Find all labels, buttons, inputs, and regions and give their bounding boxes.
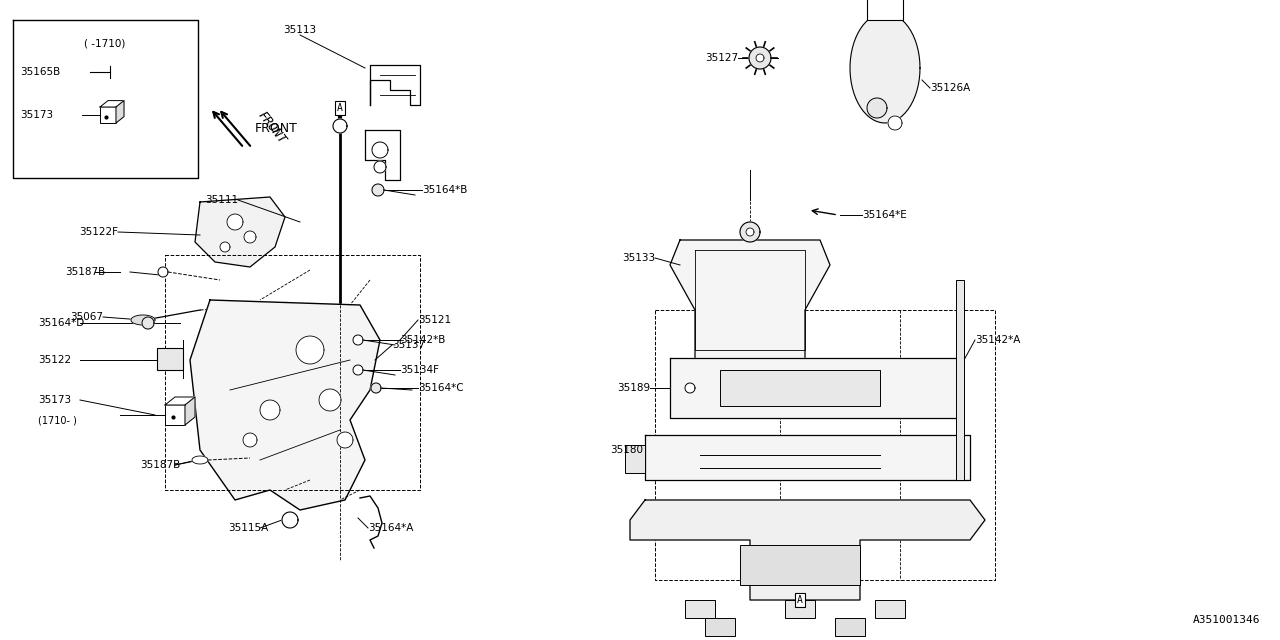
Polygon shape (157, 267, 168, 277)
Polygon shape (867, 98, 887, 118)
Polygon shape (282, 512, 298, 528)
Polygon shape (319, 389, 340, 411)
Bar (876, 600, 905, 618)
Polygon shape (192, 456, 207, 464)
Bar (956, 280, 964, 480)
Text: 35187B: 35187B (140, 460, 180, 470)
Polygon shape (142, 317, 154, 329)
Bar (685, 600, 716, 618)
Text: 35113: 35113 (283, 25, 316, 35)
Polygon shape (630, 500, 986, 600)
Polygon shape (353, 335, 364, 345)
Polygon shape (740, 222, 760, 242)
Text: (1710- ): (1710- ) (38, 415, 77, 425)
FancyBboxPatch shape (157, 348, 183, 370)
Polygon shape (372, 142, 388, 158)
Bar (719, 370, 881, 406)
Text: 35126A: 35126A (931, 83, 970, 93)
Polygon shape (189, 300, 380, 510)
Polygon shape (220, 242, 230, 252)
Polygon shape (371, 383, 381, 393)
Polygon shape (296, 336, 324, 364)
Text: 35142*A: 35142*A (975, 335, 1020, 345)
Polygon shape (333, 119, 347, 133)
Polygon shape (749, 47, 771, 69)
Polygon shape (374, 161, 387, 173)
Polygon shape (645, 435, 970, 480)
Bar (867, 0, 902, 20)
Text: 35187B: 35187B (65, 267, 105, 277)
Polygon shape (685, 383, 695, 393)
Text: A351001346: A351001346 (1193, 615, 1260, 625)
Polygon shape (746, 228, 754, 236)
Bar (785, 600, 815, 618)
Bar (835, 618, 865, 636)
Polygon shape (756, 54, 764, 62)
Text: 35127: 35127 (705, 53, 739, 63)
Text: 35121: 35121 (419, 315, 451, 325)
Text: 35164*D: 35164*D (38, 318, 84, 328)
Polygon shape (365, 130, 399, 180)
Text: 35111: 35111 (205, 195, 238, 205)
Polygon shape (100, 100, 124, 107)
Text: 35180: 35180 (611, 445, 643, 455)
Polygon shape (370, 65, 420, 105)
Text: 35173: 35173 (38, 395, 72, 405)
Polygon shape (165, 397, 195, 405)
Polygon shape (353, 365, 364, 375)
Polygon shape (243, 433, 257, 447)
Polygon shape (227, 214, 243, 230)
Polygon shape (195, 197, 285, 267)
Bar (100, 107, 116, 123)
Text: 35164*B: 35164*B (422, 185, 467, 195)
Text: A: A (797, 595, 803, 605)
Text: ( -1710): ( -1710) (84, 38, 125, 48)
Polygon shape (669, 240, 829, 360)
Polygon shape (372, 184, 384, 196)
Polygon shape (131, 315, 155, 325)
Text: 35173: 35173 (20, 110, 54, 120)
Text: 35164*C: 35164*C (419, 383, 463, 393)
Polygon shape (850, 13, 920, 123)
Text: 35164*E: 35164*E (861, 210, 906, 220)
Polygon shape (116, 100, 124, 123)
Bar (625, 445, 645, 473)
Polygon shape (669, 358, 960, 418)
Text: 35165B: 35165B (20, 67, 60, 77)
Text: 35122: 35122 (38, 355, 72, 365)
Text: 35122F: 35122F (79, 227, 118, 237)
Text: 35133: 35133 (622, 253, 655, 263)
Polygon shape (244, 231, 256, 243)
Bar (740, 545, 860, 585)
Bar (705, 618, 735, 636)
Text: 35134F: 35134F (399, 365, 439, 375)
Polygon shape (186, 397, 195, 425)
Polygon shape (260, 400, 280, 420)
Polygon shape (888, 116, 902, 130)
Text: 35164*A: 35164*A (369, 523, 413, 533)
Polygon shape (337, 432, 353, 448)
Text: FRONT: FRONT (255, 109, 288, 147)
Text: A: A (337, 103, 343, 113)
Text: 35142*B: 35142*B (399, 335, 445, 345)
Bar (165, 405, 186, 425)
Text: 35067: 35067 (70, 312, 102, 322)
Text: FRONT: FRONT (255, 122, 298, 134)
Text: 35189: 35189 (617, 383, 650, 393)
Text: 35137: 35137 (392, 340, 425, 350)
Text: 35115A: 35115A (228, 523, 269, 533)
